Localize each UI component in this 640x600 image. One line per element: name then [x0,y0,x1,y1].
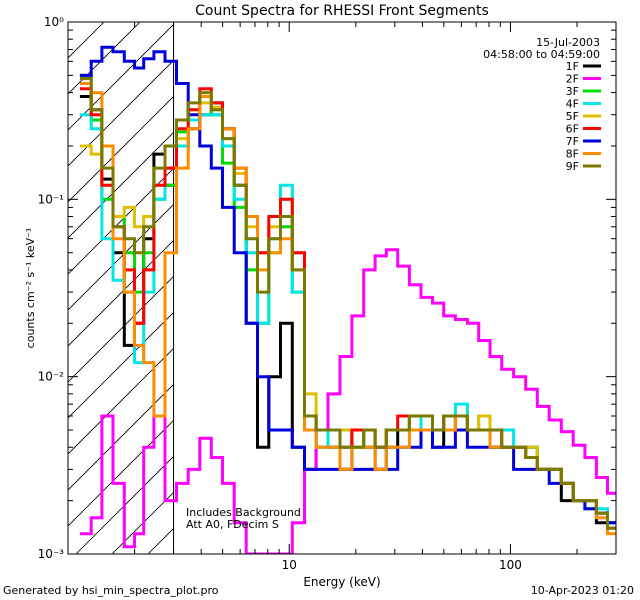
hatch-line [68,275,174,383]
hatch-line [75,455,174,554]
hatch-line [400,22,640,554]
legend-label: 6F [566,123,579,136]
x-tick-label: 100 [499,558,522,572]
legend-entry: 3F [566,85,601,98]
legend-label: 2F [566,73,579,86]
y-axis-label-text: counts cm⁻² s⁻¹ keV⁻¹ [24,228,37,349]
legend-entry: 9F [566,160,601,173]
legend-label: 3F [566,85,579,98]
hatch-line [292,22,640,554]
hatch-line [68,131,174,239]
legend-label: 7F [566,135,579,148]
hatch-line [68,347,174,455]
series-2F [79,248,616,554]
footer-timestamp: 10-Apr-2023 01:20 [530,584,634,597]
hatch-line [68,239,174,347]
hatch-line [68,167,174,275]
series-9F [79,77,616,530]
y-axis-label: counts cm⁻² s⁻¹ keV⁻¹ [24,228,37,349]
series-7F [79,45,616,525]
series-4F [79,113,616,525]
hatch-line [436,22,640,554]
axes-layer: 10 100 10⁰ 10⁻¹ 10⁻² 10⁻³ [38,15,617,572]
hatch-line [616,22,640,554]
footer-generated-by: Generated by hsi_min_spectra_plot.pro [3,584,219,597]
time-range-label: 04:58:00 to 04:59:00 [483,48,600,61]
hatch-line [256,22,640,554]
legend-entry: 1F [566,60,601,73]
chart-title: Count Spectra for RHESSI Front Segments [195,3,489,19]
legend-entry: 8F [566,148,601,161]
hatch-line [68,203,174,311]
y-tick-label: 10⁻³ [38,547,65,561]
x-axis-label: Energy (keV) [303,575,380,589]
hatch-line [364,22,640,554]
hatch-line [68,22,105,59]
legend-label: 9F [566,160,579,173]
note-attenuator: Att A0, FDecim S [186,518,279,531]
date-label: 15-Jul-2003 [536,36,600,49]
plot-frame [67,21,617,555]
note-background: Includes Background [186,506,301,519]
series-layer [79,45,616,554]
y-tick-label: 10⁰ [44,15,64,29]
hatch-line [328,22,640,554]
x-tick-label: 10 [282,558,297,572]
y-tick-label: 10⁻¹ [38,192,65,206]
legend-entry: 5F [566,110,601,123]
y-tick-label: 10⁻² [38,370,65,384]
hatch-line [68,23,174,131]
hatch-line [68,311,174,419]
hatch-line [68,59,174,167]
hatch-line [544,22,640,554]
legend-entry: 2F [566,73,601,86]
hatch-line [68,383,174,491]
hatch-line [580,22,640,554]
legend-label: 4F [566,98,579,111]
legend-entry: 6F [566,123,601,136]
legend-entry: 4F [566,98,601,111]
hatch-line [68,95,174,203]
hatch-line [68,419,174,527]
legend-label: 1F [566,60,579,73]
hatch-line [472,22,640,554]
legend-entry: 7F [566,135,601,148]
hatch-line [68,22,141,95]
attenuator-hatch-region [68,22,640,554]
legend-label: 5F [566,110,579,123]
legend-label: 8F [566,148,579,161]
